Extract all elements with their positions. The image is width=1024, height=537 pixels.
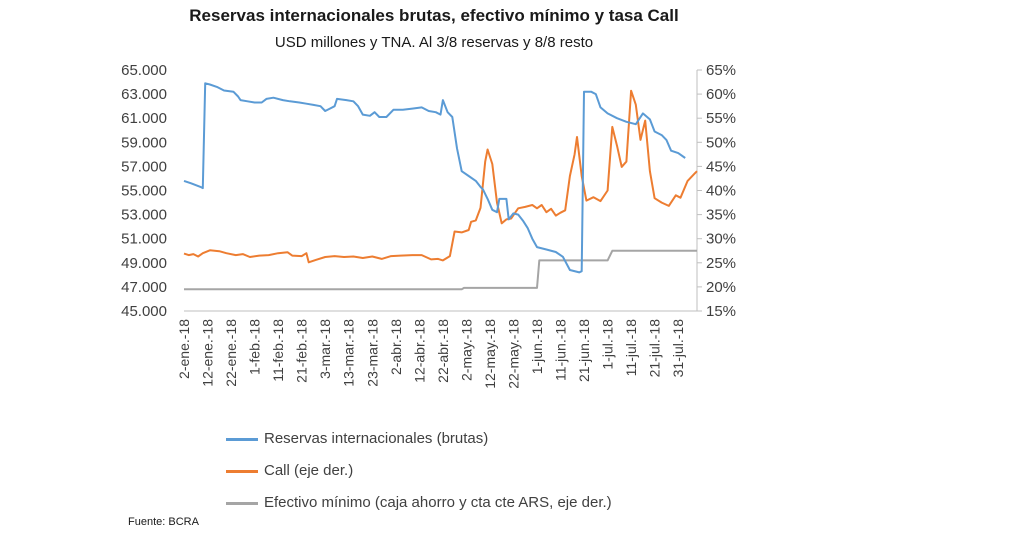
x-axis-tick-label: 2-ene.-18 [176,319,192,379]
x-axis-tick-label: 31-jul.-18 [670,319,686,378]
x-axis-tick-label: 11-jul.-18 [623,319,639,377]
left-axis-tick-label: 55.000 [121,183,167,200]
right-axis-tick-label: 35% [706,207,736,224]
right-axis-tick-label: 55% [706,110,736,127]
right-axis-tick-label: 45% [706,158,736,175]
right-axis-tick-label: 30% [706,231,736,248]
legend-swatch-efectivo [226,501,258,505]
legend-label-reservas: Reservas internacionales (brutas) [264,430,489,447]
right-axis-tick-label: 15% [706,303,736,320]
x-axis-tick-label: 13-mar.-18 [341,319,357,387]
legend-item-efectivo: Efectivo mínimo (caja ahorro y cta cte A… [226,494,612,511]
left-axis-tick-label: 61.000 [121,110,167,127]
legend-item-call: Call (eje der.) [226,462,353,479]
chart-subtitle: USD millones y TNA. Al 3/8 reservas y 8/… [274,34,594,51]
right-axis-tick-label: 65% [706,62,736,79]
x-axis-tick-label: 12-may.-18 [482,319,498,389]
x-axis-tick-label: 12-abr.-18 [411,319,427,383]
right-axis-tick-label: 50% [706,134,736,151]
left-axis-tick-label: 63.000 [121,86,167,103]
x-axis-tick-label: 21-jul.-18 [647,319,663,378]
left-axis-tick-label: 53.000 [121,207,167,224]
x-axis-tick-label: 22-may.-18 [505,319,521,389]
x-axis-tick-label: 2-abr.-18 [388,319,404,375]
legend-item-reservas: Reservas internacionales (brutas) [226,430,488,447]
left-axis-tick-label: 65.000 [121,62,167,79]
series-line-call [183,89,698,264]
left-axis-tick-label: 47.000 [121,279,167,296]
right-axis-tick-label: 40% [706,183,736,200]
legend-swatch-call [226,469,258,473]
x-axis-tick-label: 3-mar.-18 [317,319,333,379]
right-axis-tick-label: 25% [706,255,736,272]
x-axis-tick-label: 22-abr.-18 [435,319,451,383]
legend-label-call: Call (eje der.) [264,462,354,479]
right-axis-tick-label: 20% [706,279,736,296]
series-line-reservas [183,82,686,274]
legend-swatch-reservas [226,437,258,441]
source-note: Fuente: BCRA [128,516,199,528]
x-axis-tick-label: 2-may.-18 [458,319,474,381]
x-axis-tick-label: 1-jun.-18 [529,319,545,374]
series-line-efectivo [184,249,697,291]
x-axis-tick-label: 22-ene.-18 [223,319,239,387]
x-axis-tick-label: 11-feb.-18 [270,319,286,382]
left-axis-tick-label: 57.000 [121,158,167,175]
x-axis-tick-label: 1-jul.-18 [600,319,616,370]
left-axis-tick-label: 51.000 [121,231,167,248]
x-axis-tick-label: 12-ene.-18 [200,319,216,387]
legend-label-efectivo: Efectivo mínimo (caja ahorro y cta cte A… [264,494,612,511]
x-axis-tick-label: 21-jun.-18 [576,319,592,382]
chart-title: Reservas internacionales brutas, efectiv… [189,6,679,25]
left-axis-tick-label: 45.000 [121,303,167,320]
right-axis-tick-label: 60% [706,86,736,103]
x-axis-tick-label: 11-jun.-18 [553,319,569,381]
x-axis-tick-label: 1-feb.-18 [247,319,263,375]
x-axis-tick-label: 23-mar.-18 [364,319,380,387]
left-axis-tick-label: 49.000 [121,255,167,272]
left-axis-tick-label: 59.000 [121,134,167,151]
x-axis-tick-label: 21-feb.-18 [294,319,310,383]
